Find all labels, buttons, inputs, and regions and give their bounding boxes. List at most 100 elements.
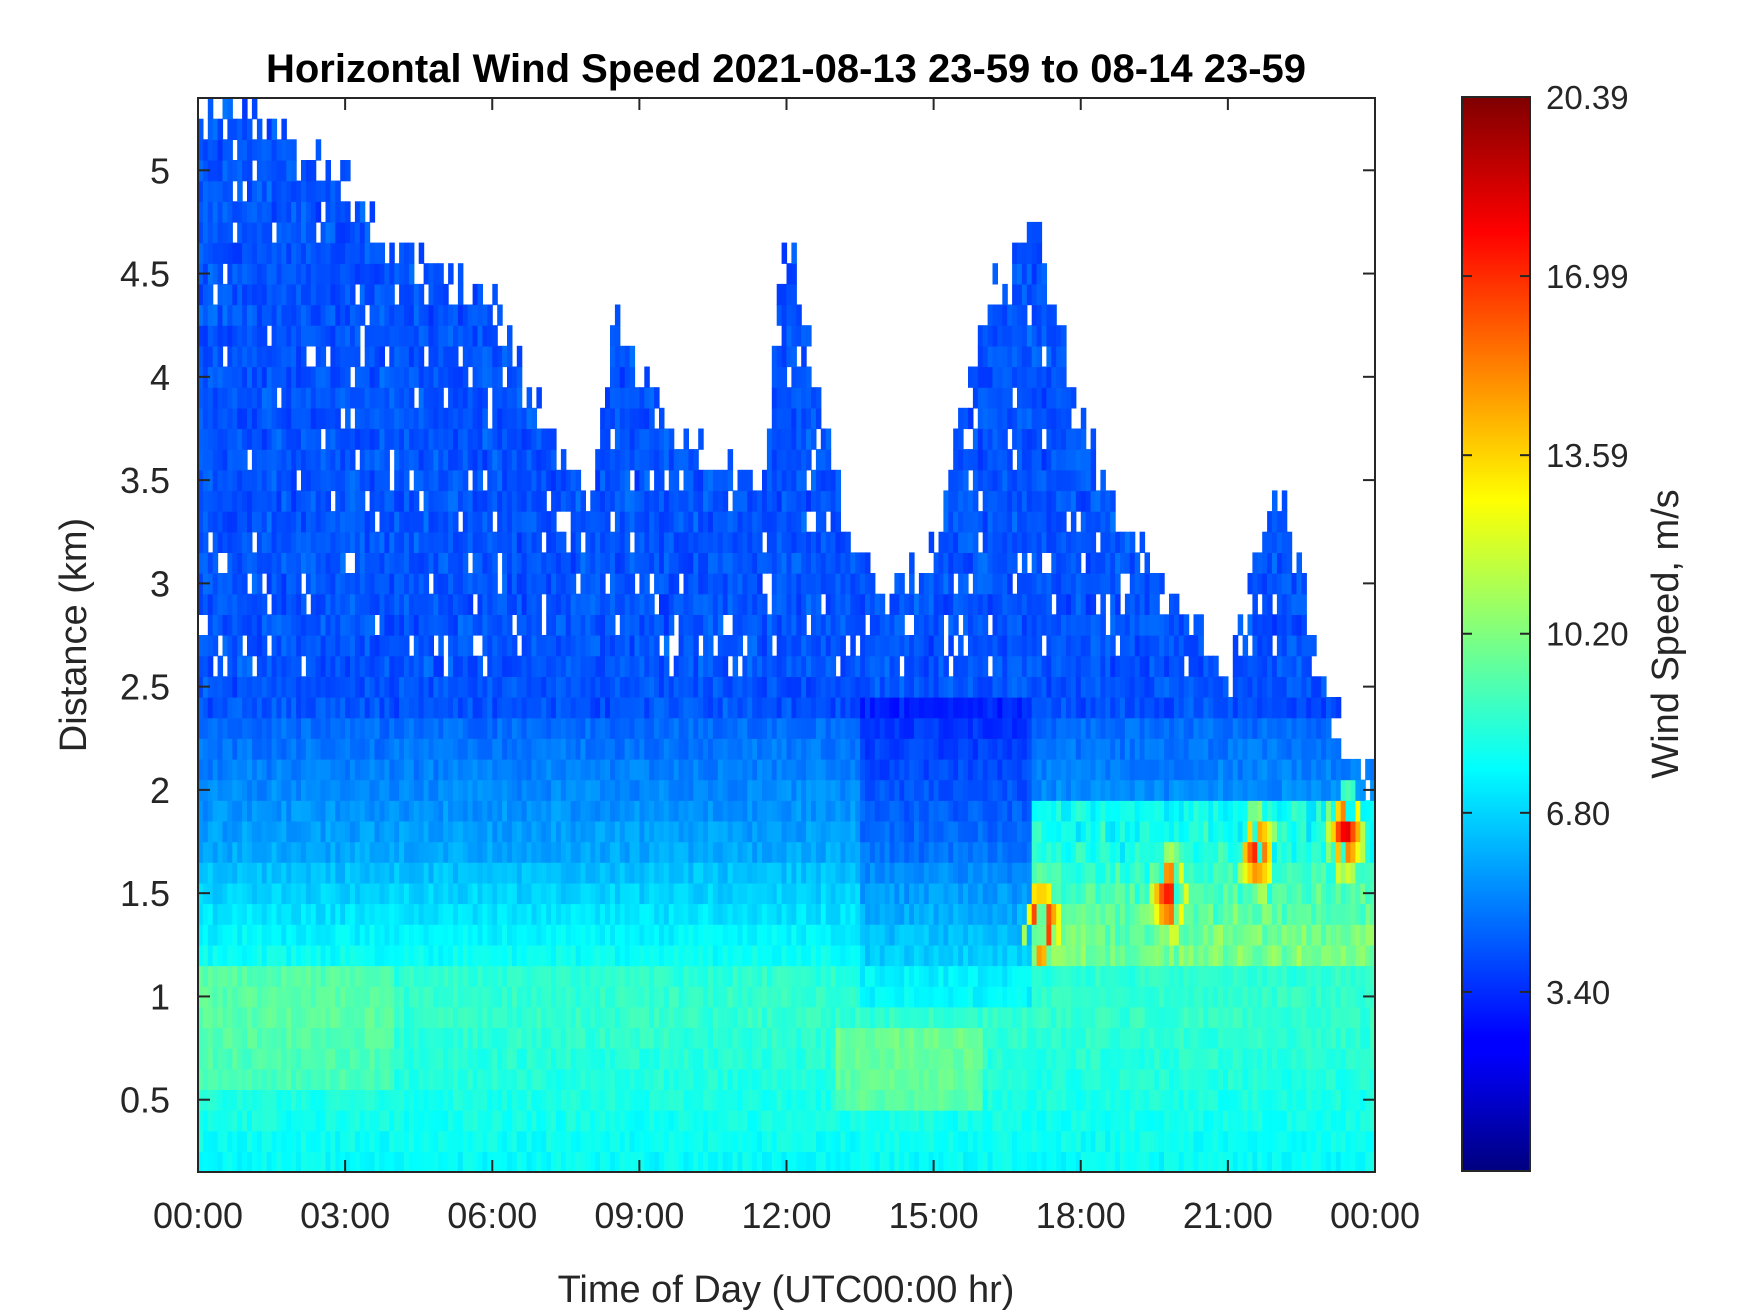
- heatmap-cell: [364, 573, 371, 595]
- heatmap-cell: [374, 387, 380, 409]
- heatmap-cell: [727, 944, 734, 967]
- heatmap-cell: [428, 1027, 434, 1049]
- heatmap-cell: [536, 1006, 542, 1029]
- heatmap-cell: [757, 531, 763, 553]
- heatmap-cell: [266, 201, 273, 223]
- heatmap-cell: [291, 862, 297, 884]
- heatmap-cell: [315, 531, 322, 553]
- heatmap-cell: [247, 820, 253, 843]
- heatmap-cell: [624, 573, 631, 595]
- heatmap-cell: [350, 1027, 356, 1049]
- heatmap-cell: [276, 800, 282, 822]
- heatmap-cell: [310, 655, 317, 677]
- heatmap-cell: [354, 820, 361, 843]
- heatmap-cell: [757, 779, 763, 801]
- heatmap-cell: [242, 573, 248, 595]
- heatmap-cell: [511, 593, 518, 615]
- heatmap-cell: [654, 717, 660, 739]
- heatmap-cell: [708, 924, 714, 946]
- heatmap-cell: [212, 635, 219, 657]
- heatmap-cell: [369, 325, 376, 347]
- heatmap-cell: [305, 635, 312, 657]
- heatmap-cell: [315, 779, 322, 801]
- heatmap-cell: [546, 614, 552, 636]
- heatmap-cell: [619, 1130, 626, 1152]
- heatmap-cell: [786, 1151, 792, 1172]
- heatmap-cell: [663, 1006, 670, 1029]
- heatmap-cell: [394, 593, 400, 615]
- heatmap-cell: [350, 325, 356, 347]
- heatmap-cell: [487, 449, 493, 471]
- heatmap-cell: [668, 944, 675, 967]
- heatmap-cell: [693, 758, 699, 781]
- heatmap-cell: [521, 800, 528, 822]
- heatmap-cell: [198, 407, 204, 430]
- heatmap-cell: [654, 676, 660, 698]
- heatmap-cell: [330, 635, 336, 657]
- heatmap-cell: [389, 1151, 395, 1172]
- heatmap-cell: [497, 1130, 503, 1152]
- heatmap-cell: [256, 531, 263, 553]
- heatmap-cell: [649, 428, 655, 450]
- heatmap-cell: [276, 1089, 282, 1111]
- heatmap-cell: [752, 1068, 758, 1090]
- heatmap-cell: [301, 1151, 307, 1172]
- heatmap-cell: [330, 1089, 336, 1111]
- heatmap-cell: [374, 263, 380, 285]
- heatmap-cell: [374, 800, 380, 822]
- heatmap-cell: [595, 903, 601, 925]
- heatmap-cell: [678, 882, 685, 905]
- heatmap-cell: [457, 676, 464, 698]
- heatmap-cell: [320, 345, 327, 368]
- heatmap-cell: [335, 944, 341, 967]
- heatmap-cell: [663, 552, 670, 574]
- heatmap-cell: [364, 1027, 371, 1049]
- heatmap-cell: [237, 242, 243, 264]
- heatmap-cell: [492, 862, 498, 884]
- heatmap-cell: [482, 697, 488, 719]
- heatmap-cell: [467, 841, 474, 863]
- heatmap-cell: [619, 1089, 626, 1111]
- heatmap-cell: [359, 387, 366, 409]
- heatmap-cell: [242, 263, 248, 285]
- heatmap-cell: [497, 986, 503, 1008]
- heatmap-cell: [266, 407, 273, 430]
- heatmap-cell: [276, 738, 282, 760]
- heatmap-cell: [796, 986, 802, 1008]
- heatmap-cell: [364, 862, 371, 884]
- heatmap-cell: [418, 449, 425, 471]
- heatmap-cell: [404, 882, 410, 905]
- heatmap-cell: [747, 1048, 753, 1070]
- heatmap-cell: [443, 325, 449, 347]
- heatmap-cell: [722, 779, 729, 801]
- heatmap-cell: [492, 387, 498, 409]
- heatmap-cell: [413, 511, 420, 533]
- heatmap-cell: [791, 552, 797, 574]
- heatmap-cell: [502, 1006, 508, 1029]
- heatmap-cell: [781, 738, 788, 760]
- heatmap-cell: [237, 511, 243, 533]
- heatmap-cell: [271, 1048, 278, 1070]
- heatmap-cell: [727, 1048, 734, 1070]
- heatmap-cell: [457, 531, 464, 553]
- heatmap-cell: [202, 511, 209, 533]
- heatmap-cell: [546, 1048, 552, 1070]
- heatmap-cell: [541, 469, 547, 492]
- heatmap-cell: [786, 862, 792, 884]
- heatmap-cell: [340, 366, 346, 388]
- heatmap-cell: [786, 800, 792, 822]
- heatmap-cell: [222, 738, 228, 760]
- heatmap-cell: [202, 800, 209, 822]
- heatmap-cell: [546, 986, 552, 1008]
- heatmap-cell: [369, 635, 376, 657]
- heatmap-cell: [428, 1151, 434, 1172]
- heatmap-cell: [369, 552, 376, 574]
- heatmap-cell: [467, 1006, 474, 1029]
- heatmap-cell: [212, 490, 219, 512]
- heatmap-cell: [251, 387, 258, 409]
- heatmap-cell: [752, 986, 758, 1008]
- heatmap-cell: [791, 469, 797, 492]
- heatmap-cell: [198, 511, 204, 533]
- heatmap-cell: [776, 283, 783, 306]
- heatmap-cell: [237, 139, 243, 161]
